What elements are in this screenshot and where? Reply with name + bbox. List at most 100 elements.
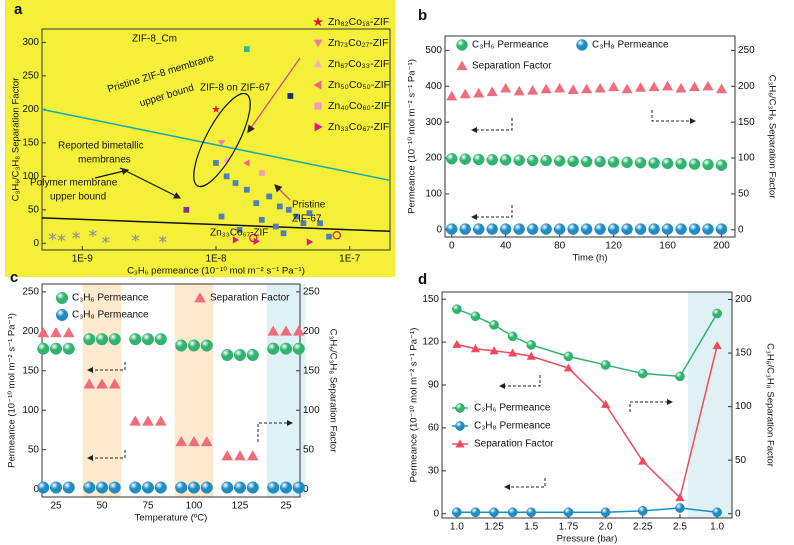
marker [486,86,498,97]
marker-group [221,450,259,461]
marker [236,227,243,233]
y-tick-label: 60 [428,423,440,434]
y2-tick-label: 100 [303,405,320,416]
marker [200,435,213,447]
marker [563,363,574,372]
legend-marker [314,122,323,132]
marker-group [267,325,305,336]
marker-group [175,481,213,494]
y2-tick-label: 250 [738,45,755,56]
marker [581,83,593,94]
legend-label: Zn₈₂Co₁₈-ZIF [328,16,389,28]
y-tick-label: 200 [22,104,39,115]
y-tick-label: 150 [22,365,39,376]
marker [108,378,121,389]
marker [675,503,685,513]
marker [62,342,75,355]
annotation-arrow [87,450,126,461]
marker [607,156,620,168]
marker [661,157,674,170]
marker [175,481,188,494]
y2-tick-label: 50 [303,444,315,455]
marker [50,327,62,338]
marker [49,481,63,494]
x-tick-label: 200 [713,241,730,252]
marker [253,237,260,245]
marker [526,223,539,235]
y2-tick-label: 50 [738,189,750,200]
marker-group [175,435,213,447]
marker [306,238,314,246]
marker [218,213,225,220]
marker [507,507,518,518]
marker [83,333,96,346]
legend-label: C₃H₆ Permeance [72,293,149,304]
marker [217,140,226,147]
marker [637,505,648,516]
annotation: membranes [78,155,131,166]
panel-letter: c [10,269,18,286]
annotation-arrow [247,57,301,134]
marker [306,210,313,217]
marker-group [37,481,75,494]
legend-marker [455,403,465,413]
marker [638,456,648,465]
marker [158,235,167,243]
marker [553,223,566,235]
x-tick-label: 1.25 [484,522,504,533]
marker [292,481,305,494]
marker [459,153,471,165]
legend-label: Zn₄₀Co₆₀-ZIF [328,100,390,112]
x-tick-label: 75 [142,501,154,512]
x-axis-title: Pressure (bar) [557,534,618,545]
marker [675,82,687,93]
legend-marker [576,39,588,51]
marker [280,325,292,336]
x-tick-label: 100 [186,501,203,512]
marker [72,231,81,239]
marker [62,481,75,494]
y2-axis-title: C₃H₆/C₃H₈ Separation Factor [327,329,338,453]
marker-group [221,348,259,362]
marker-group [175,339,213,352]
marker [293,213,300,220]
marker [513,223,525,235]
x-tick-label: 1.0 [450,522,464,533]
marker [675,493,685,502]
y2-axis-title: C₃H₆/C₃H₈ Separation Factor [764,343,775,467]
marker [154,481,167,494]
marker [300,220,307,227]
y2-tick-label: 100 [735,401,752,412]
marker [88,229,97,237]
x-tick-label: 25 [280,501,292,512]
series-line [41,217,391,232]
y-tick-label: 100 [22,405,39,416]
marker [540,83,552,94]
marker [594,155,606,168]
annotation-arrow [499,375,541,389]
y-tick-label: 50 [28,204,40,215]
marker [472,223,485,235]
y-axis-title: C₃H₆/C₃H₈ Separation Factor [11,78,22,202]
legend-marker [455,421,465,431]
marker [634,223,647,235]
marker [317,220,323,227]
panel-letter: d [418,271,427,288]
x-axis-title: C₃H₆ permeance (10⁻¹⁰ mol m⁻² s⁻¹ Pa⁻¹) [127,266,305,277]
legend-label: Zn₆₇Co₃₃-ZIF [328,58,389,70]
marker [221,450,234,461]
marker [688,158,701,170]
annotation-arrow [274,184,291,201]
annotation: ZIF-67 [292,214,322,225]
y2-tick-label: 100 [738,153,755,164]
annotation: Polymer membrane [30,178,118,189]
x-tick-label: 1E-7 [339,254,361,265]
marker-group [83,333,121,346]
x-tick-label: 1E-9 [72,254,94,265]
marker [634,156,647,169]
marker [292,325,305,336]
marker [459,223,471,235]
marker [712,308,722,319]
legend-label: Separation Factor [474,439,554,450]
marker [267,342,280,355]
